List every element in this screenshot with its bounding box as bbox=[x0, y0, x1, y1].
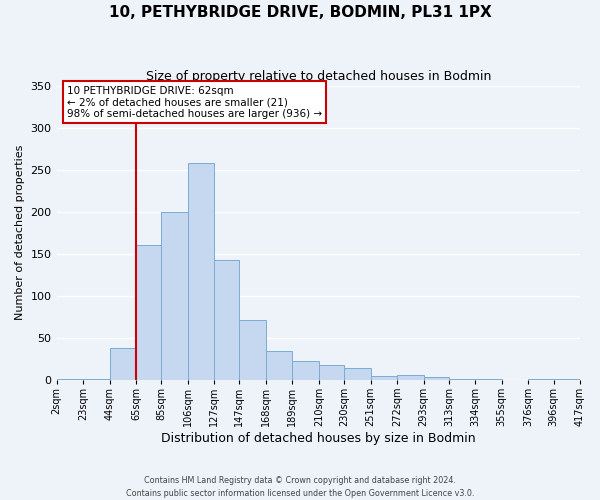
Bar bbox=[449, 379, 475, 380]
Text: 10, PETHYBRIDGE DRIVE, BODMIN, PL31 1PX: 10, PETHYBRIDGE DRIVE, BODMIN, PL31 1PX bbox=[109, 5, 491, 20]
Bar bbox=[110, 348, 136, 380]
X-axis label: Distribution of detached houses by size in Bodmin: Distribution of detached houses by size … bbox=[161, 432, 476, 445]
Bar bbox=[475, 379, 502, 380]
Bar bbox=[554, 379, 580, 380]
Bar bbox=[161, 212, 188, 380]
Bar bbox=[371, 376, 397, 380]
Bar bbox=[56, 379, 83, 380]
Y-axis label: Number of detached properties: Number of detached properties bbox=[15, 145, 25, 320]
Bar bbox=[239, 320, 266, 380]
Bar bbox=[136, 246, 161, 380]
Title: Size of property relative to detached houses in Bodmin: Size of property relative to detached ho… bbox=[146, 70, 491, 83]
Bar bbox=[83, 379, 110, 380]
Bar bbox=[319, 365, 344, 380]
Bar bbox=[397, 375, 424, 380]
Bar bbox=[528, 379, 554, 380]
Text: 10 PETHYBRIDGE DRIVE: 62sqm
← 2% of detached houses are smaller (21)
98% of semi: 10 PETHYBRIDGE DRIVE: 62sqm ← 2% of deta… bbox=[67, 86, 322, 119]
Bar bbox=[188, 163, 214, 380]
Bar bbox=[292, 362, 319, 380]
Bar bbox=[266, 350, 292, 380]
Bar bbox=[344, 368, 371, 380]
Text: Contains HM Land Registry data © Crown copyright and database right 2024.
Contai: Contains HM Land Registry data © Crown c… bbox=[126, 476, 474, 498]
Bar bbox=[424, 376, 449, 380]
Bar bbox=[214, 260, 239, 380]
